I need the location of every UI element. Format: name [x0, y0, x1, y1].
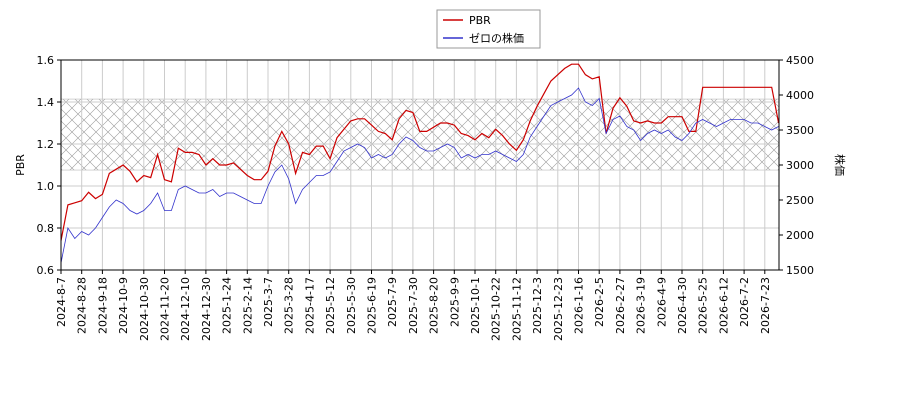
- y2-tick-label: 3000: [786, 159, 814, 172]
- x-tick-label: 2025-7-30: [407, 277, 420, 334]
- x-tick-label: 2024-12-30: [200, 277, 213, 341]
- y2-tick-label: 4000: [786, 89, 814, 102]
- x-tick-label: 2025-3-28: [283, 277, 296, 334]
- x-tick-label: 2024-8-7: [55, 277, 68, 327]
- x-tick-label: 2025-8-20: [428, 277, 441, 334]
- x-tick-label: 2025-12-3: [531, 277, 544, 334]
- marks: [60, 63, 780, 264]
- x-tick-label: 2026-2-27: [614, 277, 627, 334]
- x-tick-label: 2024-8-28: [76, 277, 89, 334]
- x-tick-label: 2026-4-9: [655, 277, 668, 327]
- y2-tick-label: 1500: [786, 264, 814, 277]
- legend: [436, 9, 541, 49]
- x-tick-label: 2024-10-30: [138, 277, 151, 341]
- legend-label: ゼロの株価: [469, 31, 524, 45]
- x-tick-label: 2024-12-10: [179, 277, 192, 341]
- y2-tick-label: 2500: [786, 194, 814, 207]
- y-tick-label: 1.0: [37, 180, 55, 193]
- x-tick-label: 2025-1-24: [221, 277, 234, 334]
- range-band: [60, 98, 780, 171]
- x-tick-label: 2025-10-1: [469, 277, 482, 334]
- x-tick-label: 2025-5-12: [324, 277, 337, 334]
- y2-tick-label: 2000: [786, 229, 814, 242]
- x-tick-label: 2024-9-18: [96, 277, 109, 334]
- x-tick-label: 2026-2-5: [593, 277, 606, 327]
- y2-tick-label: 3500: [786, 124, 814, 137]
- x-tick-label: 2026-6-12: [717, 277, 730, 334]
- x-tick-label: 2025-9-9: [448, 277, 461, 327]
- x-tick-label: 2026-1-16: [573, 277, 586, 334]
- x-tick-label: 2026-7-2: [738, 277, 751, 327]
- x-tick-label: 2025-12-23: [552, 277, 565, 341]
- x-tick-label: 2025-5-30: [345, 277, 358, 334]
- x-tick-label: 2026-3-19: [635, 277, 648, 334]
- x-tick-label: 2025-11-12: [510, 277, 523, 341]
- x-tick-label: 2026-4-30: [676, 277, 689, 334]
- y-tick-label: 1.6: [37, 54, 55, 67]
- x-tick-label: 2025-3-7: [262, 277, 275, 327]
- x-tick-label: 2026-5-25: [697, 277, 710, 334]
- y2-tick-label: 4500: [786, 54, 814, 67]
- x-tick-label: 2025-7-9: [386, 277, 399, 327]
- series-line: [60, 87, 779, 264]
- x-tick-label: 2024-11-20: [159, 277, 172, 341]
- x-tick-label: 2025-4-17: [303, 277, 316, 334]
- x-tick-label: 2026-7-23: [759, 277, 772, 334]
- x-tick-label: 2025-6-19: [366, 277, 379, 334]
- y2-axis-label: 株価: [833, 154, 847, 176]
- legend-label: PBR: [469, 14, 491, 27]
- y-axis-label: PBR: [14, 154, 27, 176]
- x-tick-label: 2025-2-14: [241, 277, 254, 334]
- y-tick-label: 0.6: [37, 264, 55, 277]
- x-tick-label: 2024-10-9: [117, 277, 130, 334]
- x-tick-label: 2025-10-22: [490, 277, 503, 341]
- y-tick-label: 1.2: [37, 138, 55, 151]
- series-line: [60, 63, 780, 241]
- y-tick-label: 0.8: [37, 222, 55, 235]
- grid: [60, 59, 780, 271]
- y-tick-label: 1.4: [37, 96, 55, 109]
